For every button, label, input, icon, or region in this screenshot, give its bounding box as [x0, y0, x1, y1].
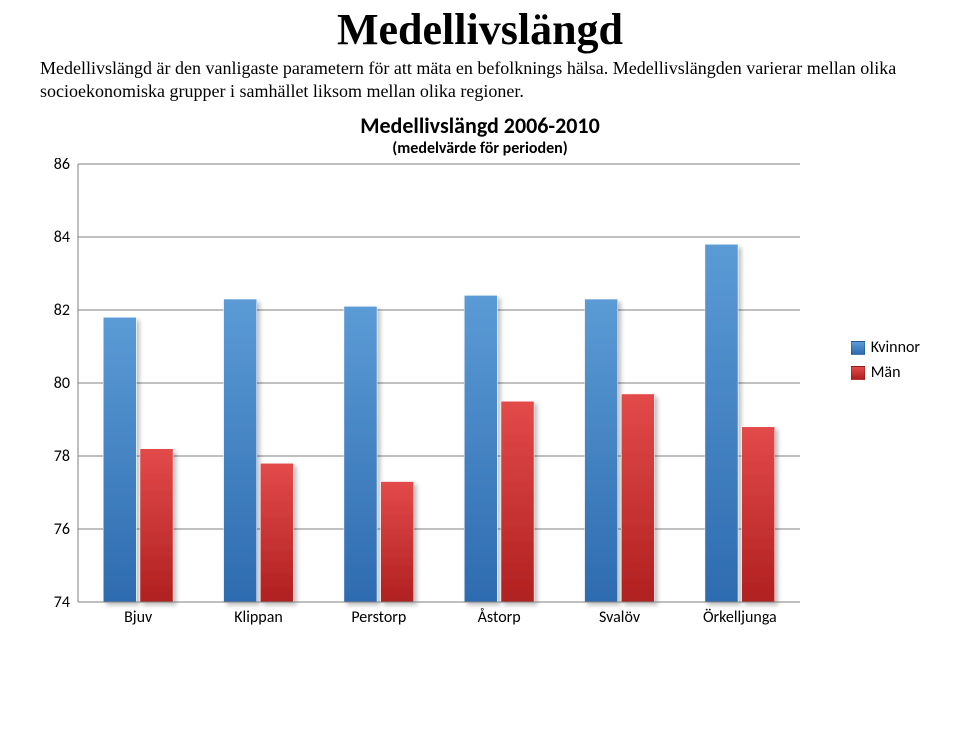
svg-text:86: 86	[54, 158, 70, 174]
svg-text:Bjuv: Bjuv	[124, 608, 153, 627]
legend-label-kvinnor: Kvinnor	[871, 338, 920, 357]
chart-subtitle: (medelvärde för perioden)	[40, 139, 920, 158]
chart-legend: Kvinnor Män	[851, 338, 920, 388]
svg-text:Klippan: Klippan	[234, 608, 283, 627]
svg-text:Svalöv: Svalöv	[599, 608, 641, 627]
page-header: Medellivslängd Medellivslängd är den van…	[40, 0, 920, 102]
page-intro: Medellivslängd är den vanligaste paramet…	[40, 57, 920, 102]
chart-titles: Medellivslängd 2006-2010 (medelvärde för…	[40, 112, 920, 158]
page: Medellivslängd Medellivslängd är den van…	[0, 0, 960, 741]
legend-swatch-man	[851, 366, 865, 380]
chart-row: 74 76 78 80 82 84 86 Bjuv Klippan Perstorp Åstorp S…	[40, 158, 920, 628]
svg-text:Örkelljunga: Örkelljunga	[703, 608, 777, 627]
svg-text:74: 74	[54, 593, 70, 612]
chart-title: Medellivslängd 2006-2010	[40, 112, 920, 139]
svg-text:80: 80	[54, 374, 70, 393]
svg-text:Åstorp: Åstorp	[478, 608, 521, 627]
legend-item-man: Män	[851, 363, 920, 382]
svg-text:76: 76	[54, 520, 70, 539]
chart-plot: 74 76 78 80 82 84 86 Bjuv Klippan Perstorp Åstorp S…	[40, 158, 851, 628]
legend-swatch-kvinnor	[851, 341, 865, 355]
svg-text:Perstorp: Perstorp	[351, 608, 406, 627]
legend-label-man: Män	[871, 363, 901, 382]
legend-item-kvinnor: Kvinnor	[851, 338, 920, 357]
chart-svg: 74 76 78 80 82 84 86 Bjuv Klippan Perstorp Åstorp S…	[40, 158, 800, 628]
page-title: Medellivslängd	[40, 0, 920, 55]
svg-text:84: 84	[54, 228, 70, 247]
svg-text:82: 82	[54, 301, 70, 320]
svg-text:78: 78	[54, 447, 70, 466]
chart-block: Medellivslängd 2006-2010 (medelvärde för…	[40, 112, 920, 628]
